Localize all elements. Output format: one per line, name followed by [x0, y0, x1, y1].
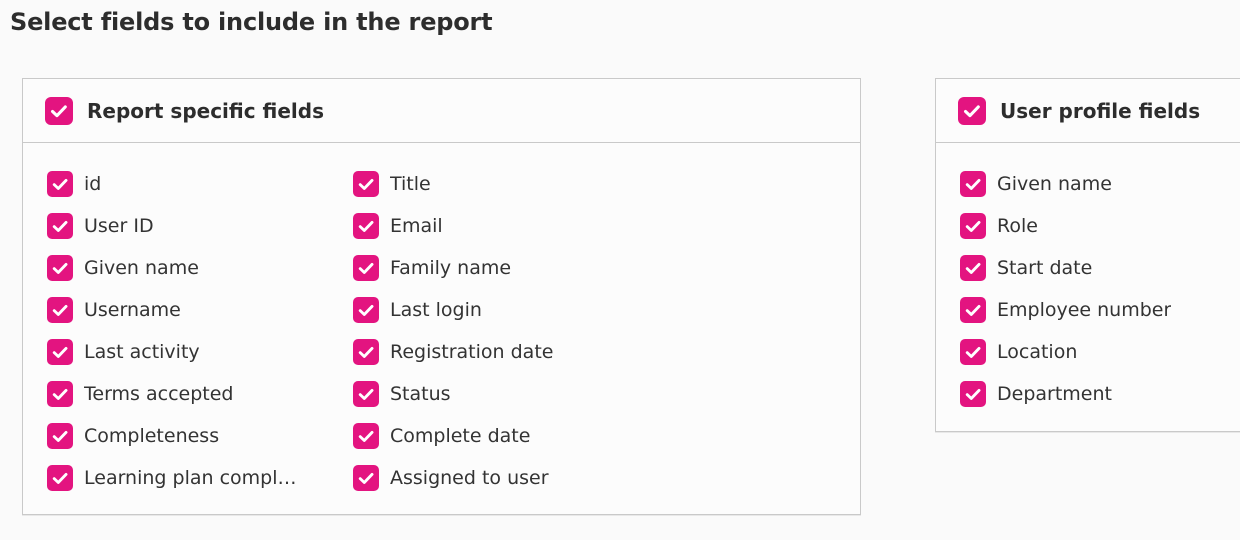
- checkbox-checked-icon[interactable]: [45, 96, 73, 125]
- checkbox-checked-icon[interactable]: [960, 255, 986, 281]
- checkbox-checked-icon[interactable]: [353, 213, 379, 239]
- checkbox-checked-icon[interactable]: [47, 465, 73, 491]
- panel-body: id User ID Given name Username Last acti…: [23, 143, 860, 511]
- checkbox-checked-icon[interactable]: [353, 423, 379, 449]
- field-label: Terms accepted: [84, 383, 234, 405]
- field-label: Given name: [84, 257, 199, 279]
- field-checkbox-item[interactable]: Terms accepted: [47, 373, 353, 415]
- field-label: Username: [84, 299, 181, 321]
- checkbox-checked-icon[interactable]: [47, 339, 73, 365]
- checkbox-checked-icon[interactable]: [353, 255, 379, 281]
- panel-title: User profile fields: [1000, 98, 1201, 123]
- field-label: Complete date: [390, 425, 531, 447]
- field-label: Status: [390, 383, 451, 405]
- fields-column: Given name Role Start date Employee numb…: [960, 163, 1171, 415]
- field-checkbox-item[interactable]: Employee number: [960, 289, 1171, 331]
- field-label: Last login: [390, 299, 482, 321]
- field-label: Assigned to user: [390, 467, 549, 489]
- field-checkbox-item[interactable]: Role: [960, 205, 1171, 247]
- checkbox-checked-icon[interactable]: [47, 423, 73, 449]
- checkbox-checked-icon[interactable]: [47, 171, 73, 197]
- field-checkbox-item[interactable]: Family name: [353, 247, 836, 289]
- field-checkbox-item[interactable]: Start date: [960, 247, 1171, 289]
- field-label: id: [84, 173, 102, 195]
- checkbox-checked-icon[interactable]: [960, 297, 986, 323]
- panel-header-user-profile[interactable]: User profile fields: [936, 79, 1240, 143]
- field-label: Location: [997, 341, 1078, 363]
- checkbox-checked-icon[interactable]: [353, 297, 379, 323]
- page-title: Select fields to include in the report: [10, 8, 493, 36]
- panel-title: Report specific fields: [87, 98, 325, 123]
- field-checkbox-item[interactable]: Title: [353, 163, 836, 205]
- checkbox-checked-icon[interactable]: [960, 213, 986, 239]
- checkbox-checked-icon[interactable]: [958, 96, 986, 125]
- checkbox-checked-icon[interactable]: [960, 381, 986, 407]
- field-checkbox-item[interactable]: Given name: [960, 163, 1171, 205]
- field-checkbox-item[interactable]: User ID: [47, 205, 353, 247]
- field-label: Last activity: [84, 341, 200, 363]
- checkbox-checked-icon[interactable]: [353, 339, 379, 365]
- fields-column-left: id User ID Given name Username Last acti…: [47, 163, 353, 499]
- field-label: Given name: [997, 173, 1112, 195]
- field-checkbox-item[interactable]: Username: [47, 289, 353, 331]
- field-label: Learning plan compl…: [84, 467, 297, 489]
- field-label: Title: [390, 173, 431, 195]
- panel-header-report-specific[interactable]: Report specific fields: [23, 79, 860, 143]
- field-checkbox-item[interactable]: Complete date: [353, 415, 836, 457]
- checkbox-checked-icon[interactable]: [353, 171, 379, 197]
- field-checkbox-item[interactable]: Given name: [47, 247, 353, 289]
- fields-column-right: Title Email Family name Last login Regis…: [353, 163, 836, 499]
- checkbox-checked-icon[interactable]: [47, 297, 73, 323]
- field-checkbox-item[interactable]: Learning plan compl…: [47, 457, 353, 499]
- checkbox-checked-icon[interactable]: [47, 255, 73, 281]
- checkbox-checked-icon[interactable]: [353, 465, 379, 491]
- field-label: User ID: [84, 215, 154, 237]
- panel-user-profile-fields: User profile fields Given name Role Star…: [935, 78, 1240, 432]
- field-checkbox-item[interactable]: Completeness: [47, 415, 353, 457]
- field-label: Email: [390, 215, 443, 237]
- field-label: Family name: [390, 257, 512, 279]
- checkbox-checked-icon[interactable]: [353, 381, 379, 407]
- field-checkbox-item[interactable]: Status: [353, 373, 836, 415]
- field-checkbox-item[interactable]: id: [47, 163, 353, 205]
- field-checkbox-item[interactable]: Email: [353, 205, 836, 247]
- field-checkbox-item[interactable]: Last login: [353, 289, 836, 331]
- field-label: Employee number: [997, 299, 1172, 321]
- field-label: Completeness: [84, 425, 220, 447]
- checkbox-checked-icon[interactable]: [47, 213, 73, 239]
- field-label: Department: [997, 383, 1112, 405]
- field-checkbox-item[interactable]: Location: [960, 331, 1171, 373]
- field-label: Role: [997, 215, 1038, 237]
- field-label: Start date: [997, 257, 1093, 279]
- panel-body: Given name Role Start date Employee numb…: [936, 143, 1240, 427]
- field-checkbox-item[interactable]: Last activity: [47, 331, 353, 373]
- field-checkbox-item[interactable]: Registration date: [353, 331, 836, 373]
- field-checkbox-item[interactable]: Department: [960, 373, 1171, 415]
- field-checkbox-item[interactable]: Assigned to user: [353, 457, 836, 499]
- field-label: Registration date: [390, 341, 554, 363]
- checkbox-checked-icon[interactable]: [960, 171, 986, 197]
- panel-report-specific-fields: Report specific fields id User ID Given …: [22, 78, 861, 515]
- checkbox-checked-icon[interactable]: [960, 339, 986, 365]
- checkbox-checked-icon[interactable]: [47, 381, 73, 407]
